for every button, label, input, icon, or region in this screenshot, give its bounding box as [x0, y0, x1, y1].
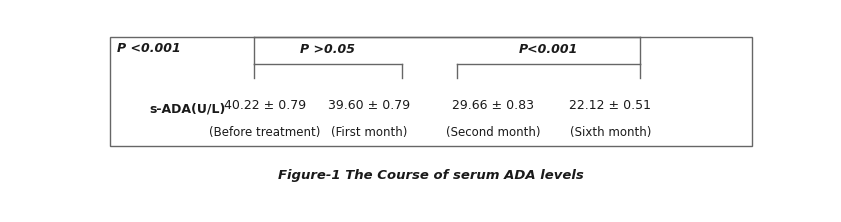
Text: 40.22 ± 0.79: 40.22 ± 0.79 [224, 99, 306, 112]
Text: Figure-1 The Course of serum ADA levels: Figure-1 The Course of serum ADA levels [278, 169, 584, 182]
Text: (Second month): (Second month) [446, 126, 540, 139]
Text: P <0.001: P <0.001 [117, 42, 181, 55]
Text: s-ADA(U/L): s-ADA(U/L) [150, 102, 226, 115]
Text: (Sixth month): (Sixth month) [569, 126, 651, 139]
Text: P<0.001: P<0.001 [519, 43, 578, 56]
Text: 29.66 ± 0.83: 29.66 ± 0.83 [452, 99, 534, 112]
Text: (First month): (First month) [331, 126, 407, 139]
Text: (Before treatment): (Before treatment) [209, 126, 320, 139]
Text: 39.60 ± 0.79: 39.60 ± 0.79 [328, 99, 410, 112]
Text: 22.12 ± 0.51: 22.12 ± 0.51 [569, 99, 651, 112]
Text: P >0.05: P >0.05 [300, 43, 355, 56]
